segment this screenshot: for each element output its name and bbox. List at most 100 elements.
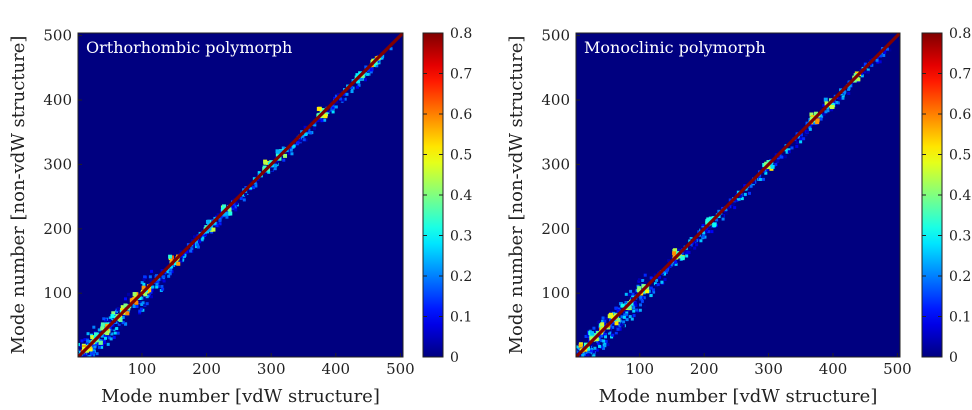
- heatmap-cell: [83, 361, 86, 364]
- plot-frame: [575, 32, 901, 358]
- heatmap-cell: [581, 357, 584, 360]
- heatmap-hotspot: [283, 153, 288, 158]
- heatmap-cell: [107, 327, 111, 331]
- heatmap-cell: [604, 317, 608, 321]
- heatmap-cell: [783, 155, 787, 159]
- heatmap-cell: [247, 190, 251, 194]
- heatmap-cell: [822, 112, 826, 116]
- heatmap-cell: [86, 339, 90, 343]
- heatmap-cell: [207, 222, 211, 226]
- heatmap-cell: [137, 300, 141, 304]
- heatmap-cell: [235, 201, 239, 205]
- heatmap-cell: [169, 265, 173, 269]
- heatmap-cell: [657, 275, 661, 279]
- heatmap-hotspot: [111, 311, 116, 316]
- heatmap-hotspot: [614, 321, 619, 326]
- heatmap-cell: [347, 89, 351, 93]
- heatmap-cell: [83, 355, 87, 357]
- heatmap-cell: [297, 137, 301, 141]
- heatmap-cell: [583, 358, 586, 361]
- heatmap-cell: [654, 284, 658, 288]
- heatmap-cell: [835, 100, 839, 104]
- heatmap-cell: [157, 277, 161, 281]
- heatmap-cell: [620, 315, 624, 319]
- heatmap-cell: [738, 194, 742, 198]
- heatmap-hotspot: [586, 346, 591, 351]
- heatmap-cell: [575, 364, 578, 367]
- heatmap-cell: [109, 316, 113, 320]
- heatmap-cell: [201, 233, 205, 237]
- heatmap-cell: [150, 269, 154, 273]
- heatmap-cell: [740, 197, 744, 201]
- heatmap-cell: [588, 359, 591, 362]
- y-tick-label: 100: [43, 284, 72, 302]
- heatmap-cell: [622, 315, 626, 319]
- heatmap-cell: [216, 213, 220, 217]
- heatmap-cell: [72, 362, 75, 365]
- heatmap-cell: [601, 316, 605, 320]
- heatmap-hotspot: [678, 254, 683, 259]
- heatmap-cell: [647, 289, 651, 293]
- heatmap-cell: [110, 332, 114, 336]
- heatmap-cell: [611, 333, 615, 337]
- heatmap-cell: [109, 326, 113, 330]
- colorbar-tick-label: 0.4: [949, 188, 971, 204]
- heatmap-cell: [102, 339, 106, 343]
- heatmap-cell: [143, 302, 147, 306]
- heatmap-cell: [155, 270, 159, 274]
- diagonal-line: [576, 33, 900, 357]
- heatmap-hotspot: [373, 60, 378, 65]
- heatmap-cell: [573, 352, 576, 355]
- heatmap-cell: [672, 263, 676, 267]
- heatmap-cell: [124, 322, 128, 326]
- heatmap-cell: [733, 198, 737, 202]
- heatmap-hotspot: [672, 251, 677, 256]
- heatmap-cell: [695, 243, 699, 247]
- heatmap-cells: [570, 33, 900, 367]
- heatmap-cell: [653, 273, 657, 277]
- heatmap-hotspot: [129, 298, 134, 303]
- heatmap-cell: [721, 217, 725, 221]
- heatmap-cell: [124, 297, 128, 301]
- heatmap-hotspot: [359, 76, 364, 81]
- heatmap-cell: [583, 357, 586, 360]
- heatmap-cell: [155, 283, 159, 287]
- heatmap-cell: [376, 59, 380, 63]
- heatmap-cell: [677, 256, 681, 260]
- heatmap-cell: [369, 68, 373, 72]
- heatmap-cell: [80, 339, 84, 343]
- heatmap-cell: [206, 230, 210, 234]
- heatmap-cell: [570, 352, 573, 355]
- heatmap-hotspot: [110, 314, 115, 319]
- heatmap-cell: [290, 152, 294, 156]
- heatmap-cell: [708, 225, 712, 229]
- heatmap-cell: [111, 326, 115, 330]
- heatmap-cell: [73, 358, 76, 361]
- y-tick-label: 200: [541, 220, 570, 238]
- heatmap-cell: [115, 328, 119, 332]
- heatmap-cell: [287, 149, 291, 153]
- heatmap-cell: [799, 137, 803, 141]
- heatmap-cell: [683, 249, 687, 253]
- heatmap-cell: [103, 341, 107, 345]
- heatmap-hotspot: [578, 343, 583, 348]
- heatmap-hotspot: [809, 112, 814, 117]
- heatmap-cell: [586, 354, 590, 357]
- heatmap-cell: [116, 307, 120, 311]
- heatmap-hotspot: [590, 331, 595, 336]
- heatmap-hotspot: [358, 71, 363, 76]
- heatmap-cell: [697, 230, 701, 234]
- heatmap-cell: [824, 110, 828, 114]
- heatmap-cell: [599, 345, 603, 349]
- heatmap-cell: [140, 281, 144, 285]
- heatmap-cell: [621, 324, 625, 328]
- heatmap-cell: [254, 184, 258, 188]
- heatmap-cell: [622, 320, 626, 324]
- heatmap-cell: [102, 317, 106, 321]
- heatmap-hotspot: [84, 348, 89, 353]
- heatmap-cell: [752, 181, 756, 185]
- heatmap-cell: [765, 168, 769, 172]
- y-tick-label: 100: [541, 284, 570, 302]
- heatmap-cell: [787, 150, 791, 154]
